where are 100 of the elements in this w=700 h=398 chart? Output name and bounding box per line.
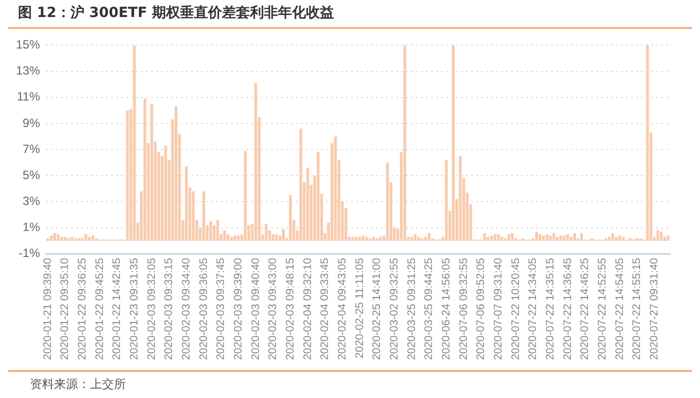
x-tick-label: 2020-07-22 14:35:15 bbox=[544, 258, 556, 360]
bar bbox=[126, 110, 129, 241]
bar bbox=[84, 234, 88, 241]
bar bbox=[420, 238, 424, 241]
bar bbox=[226, 234, 230, 241]
bar bbox=[542, 236, 545, 241]
bar bbox=[500, 236, 504, 241]
x-tick-label: 2020-02-03 09:33:15 bbox=[163, 258, 176, 360]
bar bbox=[133, 45, 136, 241]
bar bbox=[354, 236, 358, 241]
bar bbox=[358, 236, 362, 241]
bar bbox=[70, 236, 74, 241]
bar bbox=[494, 234, 496, 241]
bar bbox=[88, 236, 91, 241]
bar bbox=[74, 238, 77, 241]
bar bbox=[486, 236, 490, 241]
bar bbox=[417, 236, 420, 241]
y-tick-label: 7% bbox=[22, 142, 40, 156]
bar bbox=[490, 236, 493, 241]
bar bbox=[608, 236, 611, 241]
bar bbox=[618, 236, 622, 241]
text: 资料来源：上交所 bbox=[30, 376, 126, 393]
bar bbox=[174, 106, 178, 241]
bar bbox=[94, 238, 98, 241]
bar bbox=[376, 238, 378, 241]
x-tick-label: 2020-07-22 14:46:25 bbox=[579, 258, 592, 360]
bar bbox=[535, 232, 538, 241]
x-tick-label: 2020-02-03 09:32:05 bbox=[146, 258, 158, 360]
bar bbox=[452, 45, 455, 241]
bar bbox=[428, 232, 430, 241]
bar bbox=[365, 236, 368, 241]
bar bbox=[660, 232, 663, 241]
x-tick-label: 2020-02-04 09:33:45 bbox=[319, 258, 332, 360]
x-tick-label: 2020-02-03 09:39:00 bbox=[232, 258, 244, 360]
bar bbox=[614, 236, 618, 241]
bar bbox=[282, 229, 285, 241]
bar bbox=[209, 221, 212, 241]
bar bbox=[379, 236, 382, 241]
bar bbox=[362, 236, 365, 241]
x-tick-label: 2020-02-25 11:11:05 bbox=[354, 258, 366, 358]
x-tick-label: 2020-02-03 09:43:00 bbox=[267, 258, 280, 360]
x-tick-label: 2020-07-22 14:52:55 bbox=[596, 258, 608, 360]
bar bbox=[289, 195, 292, 241]
bar bbox=[636, 238, 638, 241]
x-tick-label: 2020-02-04 09:32:10 bbox=[302, 258, 314, 360]
bar bbox=[67, 238, 70, 241]
bar bbox=[628, 238, 632, 241]
bar bbox=[521, 238, 524, 241]
bar bbox=[458, 156, 462, 241]
bar bbox=[646, 45, 649, 241]
bar bbox=[414, 234, 417, 241]
x-tick-label: 2020-07-22 14:54:05 bbox=[614, 258, 626, 360]
bar bbox=[666, 236, 670, 241]
bar bbox=[143, 98, 146, 241]
bar bbox=[351, 236, 354, 241]
bar bbox=[185, 166, 188, 241]
bar bbox=[504, 238, 507, 241]
bar bbox=[386, 162, 389, 241]
bar bbox=[611, 232, 614, 241]
x-tick-label: 2020-07-22 14:55:15 bbox=[631, 258, 644, 360]
bar bbox=[91, 236, 94, 241]
y-tick-label: 13% bbox=[16, 64, 40, 78]
x-tick-label: 2020-01-22 09:36:25 bbox=[76, 258, 88, 360]
bar bbox=[403, 45, 406, 241]
x-tick-label: 2020-03-25 09:31:25 bbox=[406, 258, 418, 360]
x-tick-label: 2020-01-22 14:42:45 bbox=[111, 258, 124, 360]
x-tick-label: 2020-02-03 09:48:15 bbox=[284, 258, 296, 360]
bar bbox=[234, 236, 236, 241]
bar bbox=[244, 150, 247, 241]
bar bbox=[202, 191, 206, 241]
bar bbox=[164, 146, 167, 241]
x-tick-label: 2020-01-22 09:45:25 bbox=[94, 258, 106, 360]
bar bbox=[570, 236, 573, 241]
x-tick-label: 2020-02-04 09:43:05 bbox=[336, 258, 348, 360]
bar bbox=[192, 191, 195, 241]
x-tick-label: 2020-03-25 09:44:25 bbox=[423, 258, 436, 360]
bar bbox=[50, 236, 53, 241]
x-tick-label: 2020-07-22 10:20:45 bbox=[510, 258, 522, 360]
x-tick-label: 2020-02-03 09:34:40 bbox=[180, 258, 192, 360]
x-tick-label: 2020-07-22 14:36:45 bbox=[562, 258, 574, 360]
bar bbox=[562, 236, 566, 241]
bar bbox=[559, 236, 562, 241]
x-tick-label: 2020-07-22 14:34:05 bbox=[527, 258, 540, 360]
bar bbox=[272, 234, 274, 241]
bar bbox=[230, 236, 233, 241]
bar bbox=[372, 236, 375, 241]
y-tick-label: 3% bbox=[22, 194, 40, 208]
bar bbox=[46, 238, 50, 241]
bar bbox=[368, 238, 372, 241]
bar bbox=[424, 236, 427, 241]
bar bbox=[497, 234, 500, 241]
bar bbox=[549, 236, 552, 241]
bar bbox=[604, 238, 608, 241]
bar bbox=[53, 232, 56, 241]
bar bbox=[483, 232, 486, 241]
x-tick-label: 2020-07-06 09:52:05 bbox=[475, 258, 488, 360]
bar bbox=[150, 104, 154, 241]
bar bbox=[507, 234, 510, 241]
x-tick-label: 2020-03-02 09:32:55 bbox=[388, 258, 400, 360]
bar bbox=[510, 232, 514, 241]
